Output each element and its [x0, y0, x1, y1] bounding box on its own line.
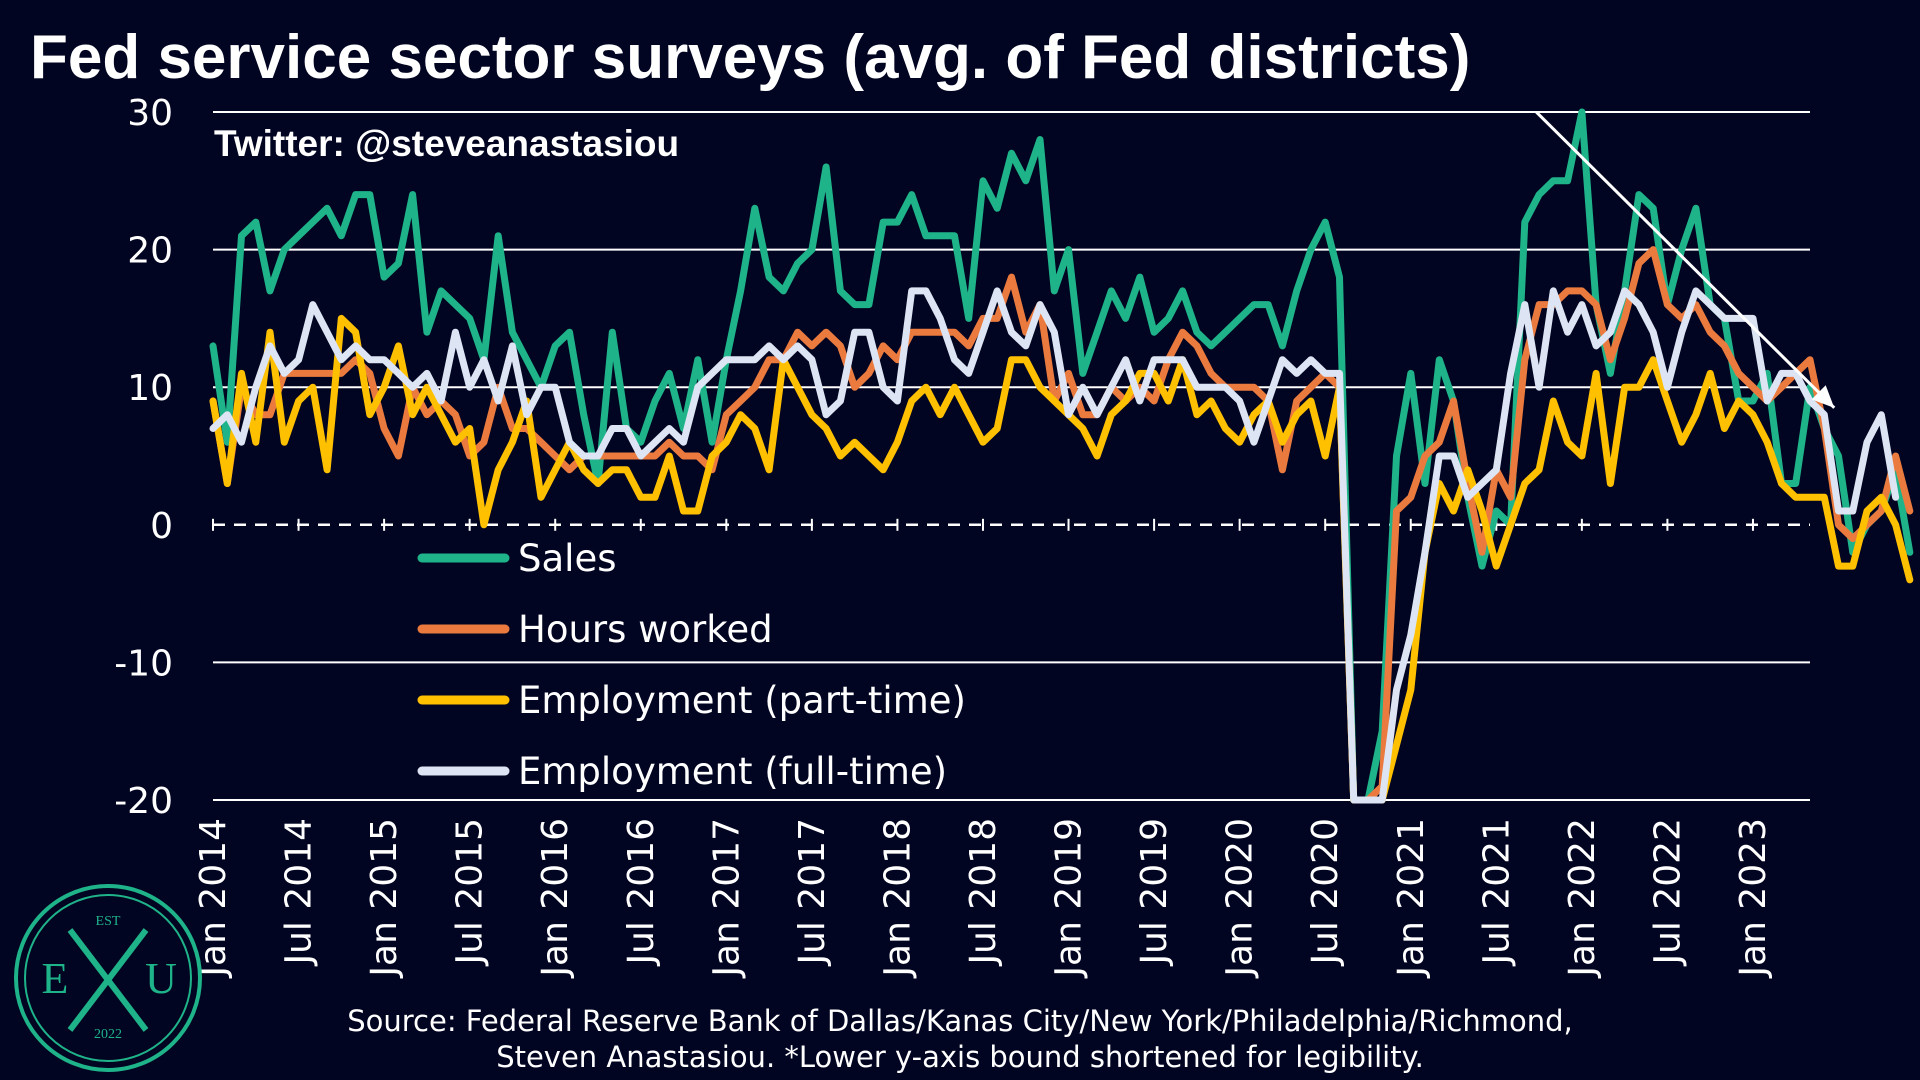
twitter-handle: Twitter: @steveanastasiou [214, 123, 679, 164]
x-tick-label: Jul 2018 [963, 818, 1004, 967]
x-tick-label: Jan 2017 [706, 818, 747, 979]
svg-text:EST: EST [96, 914, 121, 929]
grid [213, 111, 1810, 801]
chart-title: Fed service sector surveys (avg. of Fed … [30, 23, 1470, 92]
x-tick-label: Jan 2021 [1391, 818, 1432, 979]
x-tick-label: Jul 2021 [1476, 818, 1517, 967]
legend-label-2: Employment (part-time) [518, 679, 966, 722]
y-tick-label: 0 [150, 506, 173, 547]
x-tick-label: Jul 2015 [450, 818, 491, 967]
source-line-2: Steven Anastasiou. *Lower y-axis bound s… [496, 1040, 1424, 1074]
legend-label-1: Hours worked [518, 608, 773, 651]
x-tick-label: Jan 2019 [1049, 818, 1090, 979]
y-tick-label: -20 [114, 781, 173, 822]
x-tick-label: Jul 2016 [621, 818, 662, 967]
y-tick-label: 30 [127, 93, 173, 134]
y-tick-label: -10 [114, 643, 173, 684]
x-tick-label: Jan 2018 [877, 818, 918, 979]
series-line-3 [209, 287, 1900, 804]
x-tick-label: Jul 2014 [279, 818, 320, 967]
x-tick-label: Jan 2014 [193, 818, 234, 979]
trend-arrow-line [1535, 110, 1836, 409]
x-axis-ticks: Jan 2014 Jul 2014 Jan 2015 Jul 2015 Jan 2016… [193, 518, 1774, 979]
eu-logo: EST E U 2022 [14, 884, 202, 1072]
x-tick-label: Jan 2020 [1220, 818, 1261, 979]
legend-label-3: Employment (full-time) [518, 750, 947, 793]
trend-arrow-head [1811, 385, 1835, 408]
series-lines [209, 108, 1914, 804]
svg-text:E: E [42, 954, 69, 1003]
x-tick-label: Jan 2015 [364, 818, 405, 979]
y-tick-label: 10 [127, 368, 173, 409]
x-tick-label: Jul 2017 [792, 818, 833, 967]
x-tick-label: Jan 2022 [1562, 818, 1603, 979]
y-tick-label: 20 [127, 231, 173, 272]
y-axis-ticks: 30 20 10 0 -10 -20 [114, 93, 173, 822]
x-tick-label: Jul 2019 [1134, 818, 1175, 967]
svg-text:U: U [145, 954, 177, 1003]
series-line-2 [209, 314, 1914, 804]
series-line-0 [209, 108, 1914, 804]
trend-arrow [1535, 110, 1836, 409]
x-tick-label: Jul 2022 [1647, 818, 1688, 967]
x-tick-label: Jul 2020 [1305, 818, 1346, 967]
legend: Sales Hours worked Employment (part-time) E… [417, 537, 966, 793]
x-tick-label: Jan 2023 [1733, 818, 1774, 979]
legend-label-0: Sales [518, 537, 616, 580]
source-line-1: Source: Federal Reserve Bank of Dallas/K… [347, 1004, 1573, 1038]
x-tick-label: Jan 2016 [535, 818, 576, 979]
svg-text:2022: 2022 [94, 1027, 122, 1042]
